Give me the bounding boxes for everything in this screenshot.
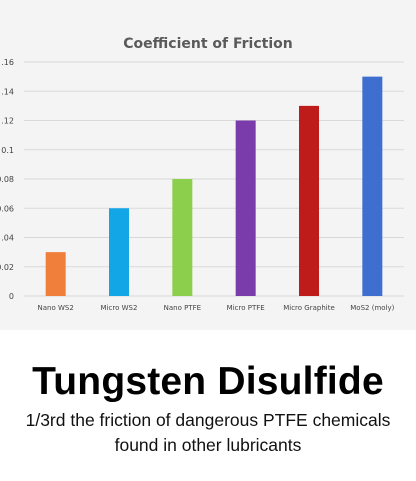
x-tick-label: Nano WS2 [38, 304, 74, 312]
bar [172, 179, 193, 296]
subtitle: 1/3rd the friction of dangerous PTFE che… [0, 408, 416, 458]
y-tick-label: 0.02 [0, 263, 14, 272]
bar [45, 252, 66, 296]
y-tick-label: 0.1 [1, 146, 14, 155]
x-tick-label: Micro Graphite [283, 304, 335, 312]
bar [235, 120, 256, 296]
bar [362, 76, 383, 296]
chart-panel: .16 .14 .12 0.1 0.08 0.06 .04 0.02 0 Nano WS2 Micr… [0, 0, 416, 330]
chart-title: Coefficient of Friction [123, 36, 293, 52]
subtitle-line-2: found in other lubricants [114, 435, 302, 455]
headline: Tungsten Disulfide [32, 360, 384, 403]
y-tick-label: 0 [9, 292, 14, 301]
bar [109, 208, 129, 296]
bar [299, 105, 319, 296]
x-tick-label: Micro WS2 [101, 304, 138, 312]
y-tick-label: .04 [1, 234, 14, 243]
y-tick-label: 0.08 [0, 175, 14, 184]
x-tick-label: Micro PTFE [227, 304, 265, 312]
x-tick-label: MoS2 (moly) [350, 304, 394, 312]
y-tick-label: .12 [1, 117, 14, 126]
y-tick-label: 0.06 [0, 204, 14, 213]
y-tick-label: .16 [1, 58, 14, 67]
bar-chart: .16 .14 .12 0.1 0.08 0.06 .04 0.02 0 Nano WS2 Micr… [0, 58, 404, 312]
y-tick-label: .14 [1, 87, 14, 96]
subtitle-line-1: 1/3rd the friction of dangerous PTFE che… [25, 410, 391, 430]
x-tick-label: Nano PTFE [164, 304, 201, 312]
